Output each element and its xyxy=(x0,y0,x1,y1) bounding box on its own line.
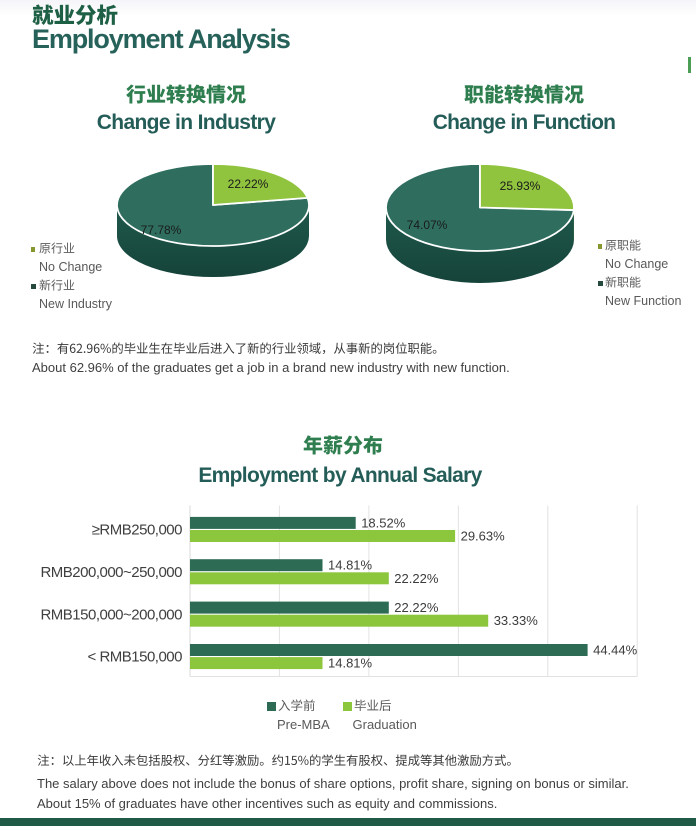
svg-text:< RMB150,000: < RMB150,000 xyxy=(88,649,183,666)
svg-text:≥RMB250,000: ≥RMB250,000 xyxy=(92,522,182,539)
svg-text:14.81%: 14.81% xyxy=(328,656,373,671)
svg-text:22.22%: 22.22% xyxy=(394,571,439,586)
svg-text:18.52%: 18.52% xyxy=(361,515,406,530)
svg-text:14.81%: 14.81% xyxy=(328,558,373,573)
svg-text:44.44%: 44.44% xyxy=(593,642,638,657)
svg-text:RMB200,000~250,000: RMB200,000~250,000 xyxy=(40,564,182,581)
svg-text:22.22%: 22.22% xyxy=(394,600,439,615)
svg-text:33.33%: 33.33% xyxy=(494,613,539,628)
svg-text:RMB150,000~200,000: RMB150,000~200,000 xyxy=(40,606,182,623)
svg-text:29.63%: 29.63% xyxy=(461,528,506,543)
